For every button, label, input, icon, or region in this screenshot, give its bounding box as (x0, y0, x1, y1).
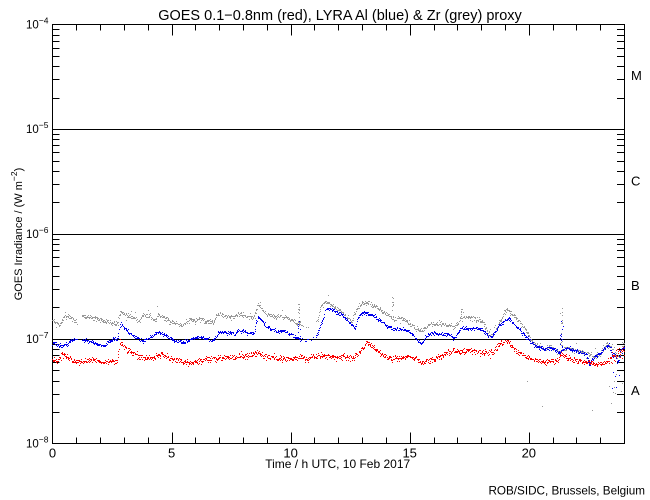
svg-text:5: 5 (168, 446, 175, 461)
svg-text:A: A (631, 383, 640, 398)
svg-text:GOES Irradiance / (W m−2): GOES Irradiance / (W m−2) (9, 168, 25, 301)
svg-text:M: M (631, 68, 642, 83)
svg-text:0: 0 (49, 446, 56, 461)
svg-text:Time / h UTC, 10 Feb 2017: Time / h UTC, 10 Feb 2017 (265, 457, 410, 471)
svg-text:ROB/SIDC, Brussels, Belgium: ROB/SIDC, Brussels, Belgium (488, 485, 645, 498)
svg-text:10: 10 (283, 446, 297, 461)
svg-text:GOES 0.1−0.8nm (red), LYRA Al: GOES 0.1−0.8nm (red), LYRA Al (blue) & Z… (158, 8, 522, 24)
svg-text:20: 20 (522, 446, 536, 461)
svg-text:B: B (631, 278, 640, 293)
svg-text:15: 15 (402, 446, 416, 461)
svg-text:C: C (631, 174, 640, 189)
